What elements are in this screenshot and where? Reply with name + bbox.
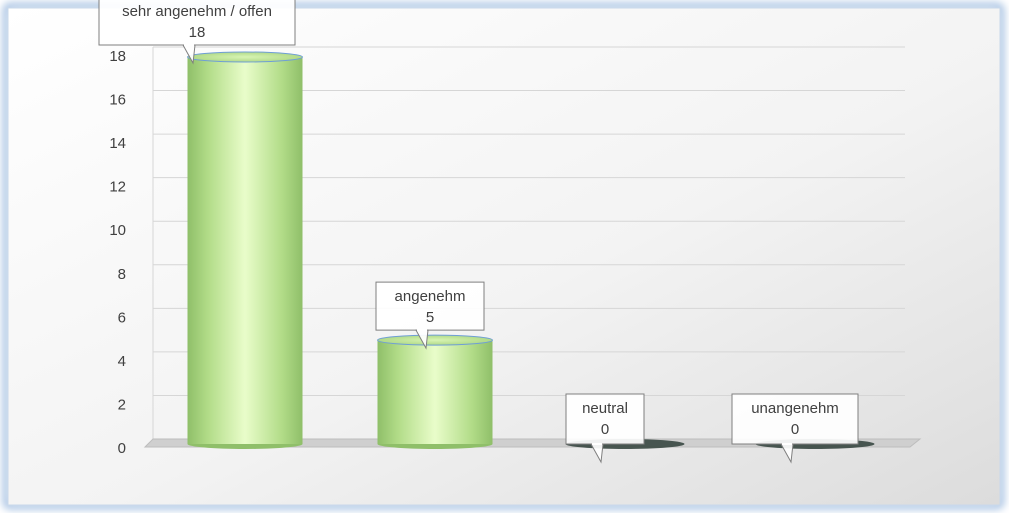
y-tick-label: 2 xyxy=(118,396,126,413)
bar xyxy=(378,335,493,449)
y-tick-label: 6 xyxy=(118,309,126,326)
y-tick-label: 0 xyxy=(118,440,126,457)
y-tick-label: 18 xyxy=(109,48,126,65)
y-tick-label: 4 xyxy=(118,353,126,370)
bar-body-overlay xyxy=(188,57,303,444)
data-label-value: 0 xyxy=(791,421,799,438)
y-tick-label: 14 xyxy=(109,135,126,152)
bar xyxy=(188,52,303,449)
y-tick-label: 10 xyxy=(109,222,126,239)
data-label-category: sehr angenehm / offen xyxy=(122,3,272,20)
bar-body-overlay xyxy=(378,340,493,444)
data-label-category: unangenehm xyxy=(751,400,839,417)
data-label-category: angenehm xyxy=(395,288,466,305)
data-label-value: 0 xyxy=(601,421,609,438)
y-tick-label: 12 xyxy=(109,179,126,196)
bar-cap xyxy=(378,335,493,345)
data-label-value: 5 xyxy=(426,309,434,326)
data-label-category: neutral xyxy=(582,400,628,417)
data-label-value: 18 xyxy=(189,24,206,41)
y-tick-label: 8 xyxy=(118,266,126,283)
bar-cap xyxy=(188,52,303,62)
y-tick-label: 16 xyxy=(109,92,126,109)
